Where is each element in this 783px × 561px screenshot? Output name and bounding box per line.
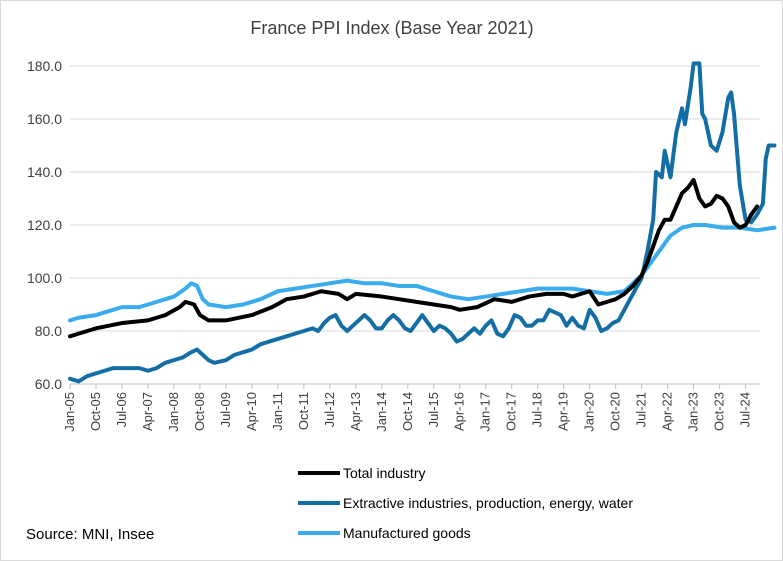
x-tick-label: Jul-21 — [634, 392, 649, 427]
x-tick-label: Jul-18 — [530, 392, 545, 427]
series-line-0 — [68, 177, 760, 339]
y-tick-label: 100.0 — [27, 270, 62, 286]
x-tick-label: Apr-07 — [140, 392, 155, 431]
x-tick-label: Jul-15 — [426, 392, 441, 427]
chart-title: France PPI Index (Base Year 2021) — [250, 18, 533, 38]
x-axis: Jan-05 Oct-05 Jul-06 Apr-07 Jan-08 Oct-08 Jul-… — [62, 383, 760, 432]
y-tick-label: 80.0 — [35, 323, 62, 339]
x-tick-label: Jul-09 — [218, 392, 233, 427]
legend: Total industry Extractive industries, pro… — [298, 465, 633, 541]
x-tick-label: Jan-20 — [582, 392, 597, 432]
x-tick-label: Apr-13 — [348, 392, 363, 431]
x-tick-label: Jul-24 — [738, 392, 753, 427]
y-grid — [70, 65, 760, 332]
y-tick-label: 180.0 — [27, 58, 62, 74]
x-tick-label: Apr-19 — [556, 392, 571, 431]
legend-label: Extractive industries, production, energ… — [343, 495, 633, 511]
source-note: Source: MNI, Insee — [26, 526, 154, 543]
x-tick-label: Jan-23 — [686, 392, 701, 432]
x-tick-label: Jul-06 — [114, 392, 129, 427]
x-tick-label: Oct-14 — [400, 392, 415, 431]
x-tick-label: Jan-14 — [374, 392, 389, 432]
x-tick-label: Jul-12 — [322, 392, 337, 427]
y-tick-label: 140.0 — [27, 164, 62, 180]
x-tick-label: Oct-08 — [192, 392, 207, 431]
x-tick-label: Jan-17 — [478, 392, 493, 432]
x-tick-label: Apr-10 — [244, 392, 259, 431]
x-tick-label: Oct-20 — [608, 392, 623, 431]
y-axis-ticks: 60.0 80.0 100.0 120.0 140.0 160.0 180.0 — [27, 58, 62, 392]
x-tick-label: Apr-16 — [452, 392, 467, 431]
y-tick-label: 120.0 — [27, 217, 62, 233]
legend-label: Manufactured goods — [343, 525, 471, 541]
y-tick-label: 60.0 — [35, 376, 62, 392]
y-tick-label: 160.0 — [27, 111, 62, 127]
legend-label: Total industry — [343, 465, 425, 481]
x-tick-label: Oct-11 — [296, 392, 311, 430]
series-group — [68, 61, 777, 384]
x-tick-label: Oct-17 — [504, 392, 519, 431]
x-tick-label: Jan-05 — [62, 392, 77, 432]
x-tick-label: Jan-08 — [166, 392, 181, 432]
x-tick-label: Oct-05 — [88, 392, 103, 431]
x-tick-label: Apr-22 — [660, 392, 675, 431]
series-line-1 — [68, 61, 777, 384]
x-tick-label: Oct-23 — [712, 392, 727, 431]
x-tick-label: Jan-11 — [270, 392, 285, 431]
series-line-2 — [68, 223, 777, 323]
